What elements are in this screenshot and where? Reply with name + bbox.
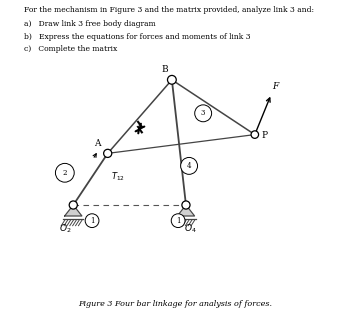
Text: a)   Draw link 3 free body diagram: a) Draw link 3 free body diagram xyxy=(24,20,156,28)
Text: $O_2$: $O_2$ xyxy=(58,222,71,235)
Text: $O_4$: $O_4$ xyxy=(184,222,196,235)
Polygon shape xyxy=(177,205,195,216)
Text: 3: 3 xyxy=(201,109,205,117)
Circle shape xyxy=(181,157,197,174)
Circle shape xyxy=(104,149,112,157)
Polygon shape xyxy=(65,205,82,216)
Text: P: P xyxy=(261,131,267,140)
Circle shape xyxy=(171,214,185,228)
Circle shape xyxy=(69,201,77,209)
Text: 1: 1 xyxy=(90,217,94,225)
Circle shape xyxy=(195,105,212,122)
Text: B: B xyxy=(161,65,168,74)
Text: 4: 4 xyxy=(187,162,191,170)
Text: A: A xyxy=(94,139,101,148)
Text: c)   Complete the matrix: c) Complete the matrix xyxy=(24,45,117,54)
Text: F: F xyxy=(272,82,278,91)
Text: 2: 2 xyxy=(63,169,67,177)
Text: b)   Express the equations for forces and moments of link 3: b) Express the equations for forces and … xyxy=(24,33,251,41)
Text: $T_{12}$: $T_{12}$ xyxy=(111,171,125,183)
Text: Figure 3 Four bar linkage for analysis of forces.: Figure 3 Four bar linkage for analysis o… xyxy=(78,300,272,308)
Polygon shape xyxy=(137,126,143,133)
Text: For the mechanism in Figure 3 and the matrix provided, analyze link 3 and:: For the mechanism in Figure 3 and the ma… xyxy=(24,6,314,14)
Circle shape xyxy=(168,75,176,84)
Circle shape xyxy=(55,163,74,182)
Circle shape xyxy=(85,214,99,228)
Polygon shape xyxy=(137,121,143,128)
Circle shape xyxy=(251,131,259,138)
Circle shape xyxy=(182,201,190,209)
Text: 1: 1 xyxy=(176,217,180,225)
